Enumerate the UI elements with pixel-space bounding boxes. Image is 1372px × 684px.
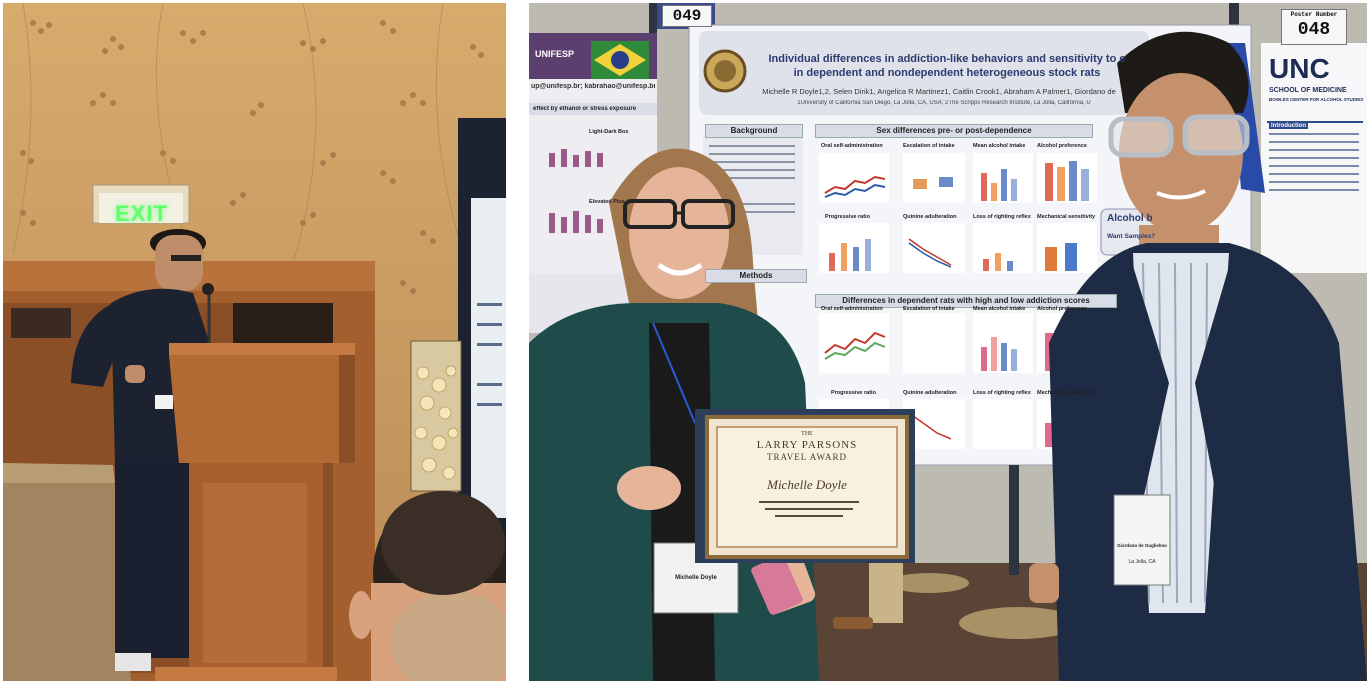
man: [1029, 31, 1367, 681]
certificate-title-line2: TRAVEL AWARD: [766, 452, 848, 462]
podium-scene: [3, 3, 506, 681]
panel-label: Oral self-administration: [821, 306, 883, 312]
section-methods: Methods: [705, 269, 807, 283]
speaker: [71, 229, 213, 671]
wallpaper-pattern: [20, 20, 484, 294]
panel-label: Loss of righting reflex: [973, 214, 1031, 220]
unc-logo: UNC: [1269, 53, 1330, 84]
unc-center: BOWLES CENTER FOR ALCOHOL STUDIES: [1269, 97, 1363, 102]
unc-intro-heading: Introduction: [1269, 123, 1308, 129]
woman-badge-name-visible: Michelle Doyle: [675, 575, 717, 581]
panel-label: Progressive ratio: [825, 214, 870, 220]
panel-label: Quinine adulteration: [903, 390, 957, 396]
panel-label: Mean alcohol intake: [973, 306, 1026, 312]
panel-label: Mean alcohol intake: [973, 143, 1026, 149]
poster-number-048-tag: Poster Number 048: [1281, 9, 1347, 45]
poster-title-line2: in dependent and nondependent heterogene…: [793, 67, 1101, 79]
left-photo-speaker-at-podium: EXIT: [3, 3, 506, 681]
certificate-the: THE: [801, 431, 813, 437]
panel-label: Alcohol preference: [1037, 143, 1087, 149]
panel-label: Mechanical sensitivity: [1037, 390, 1096, 396]
poster-scene: [529, 3, 1367, 681]
panel-label: Alcohol preference: [1037, 306, 1087, 312]
exit-sign-text: EXIT: [115, 201, 168, 226]
panel-label: Oral self-administration: [821, 143, 883, 149]
panel-label: Escalation of intake: [903, 306, 955, 312]
poster-number-049: 049: [662, 5, 712, 27]
draped-table: [3, 463, 131, 681]
panel-label: Mechanical sensitivity: [1037, 214, 1096, 220]
panel-label: Escalation of intake: [903, 143, 955, 149]
man-badge-location: La Jolla, CA: [1128, 559, 1156, 565]
woman: [529, 148, 819, 681]
panel-label: Quinine adulteration: [903, 214, 957, 220]
alcohol-box-title: Alcohol b: [1107, 213, 1153, 224]
section-sex-differences: Sex differences pre- or post-dependence: [815, 124, 1093, 138]
certificate-title-line1: LARRY PARSONS: [756, 439, 858, 451]
man-badge-name: Giordano de Guglielmo: [1117, 543, 1167, 548]
unc-school: SCHOOL OF MEDICINE: [1269, 87, 1347, 94]
left-poster-header: UNIFESP: [535, 49, 575, 59]
poster-number-label: Poster Number: [1290, 11, 1338, 18]
panel-label: Progressive ratio: [831, 390, 876, 396]
poster-title-line1: Individual differences in addiction-like…: [768, 53, 1126, 65]
poster-title: Individual differences in addiction-like…: [747, 52, 1147, 80]
want-samples-text: Want Samples?: [1107, 233, 1156, 240]
award-certificate: [695, 409, 915, 563]
section-background: Background: [705, 124, 803, 138]
left-poster-panel-a: Light-Dark Box: [589, 129, 629, 135]
left-poster-panel-b: Elevated Plus: [589, 199, 625, 205]
certificate-recipient: Michelle Doyle: [767, 477, 847, 492]
poster-authors: Michelle R Doyle1,2, Selen Dirik1, Angel…: [762, 87, 1116, 96]
right-photo-poster-award: 049 Poster Number 048 UNIFESP up@unifesp…: [529, 3, 1367, 681]
left-poster-caption: effect by ethanol or stress exposure: [533, 106, 637, 112]
phone: [751, 555, 803, 615]
section-dependent-differences: Differences in dependent rats with high …: [815, 294, 1117, 308]
panel-label: Loss of righting reflex: [973, 390, 1031, 396]
audience-member: [349, 491, 506, 681]
man-name-badge: [1113, 494, 1171, 586]
podium: [155, 343, 355, 681]
poster-affiliation: 1University of California San Diego, La …: [797, 100, 1091, 106]
left-poster-emails: up@unifesp.br; kabrahao@unifesp.br: [531, 83, 655, 90]
poster-number-048: 048: [1297, 20, 1331, 40]
